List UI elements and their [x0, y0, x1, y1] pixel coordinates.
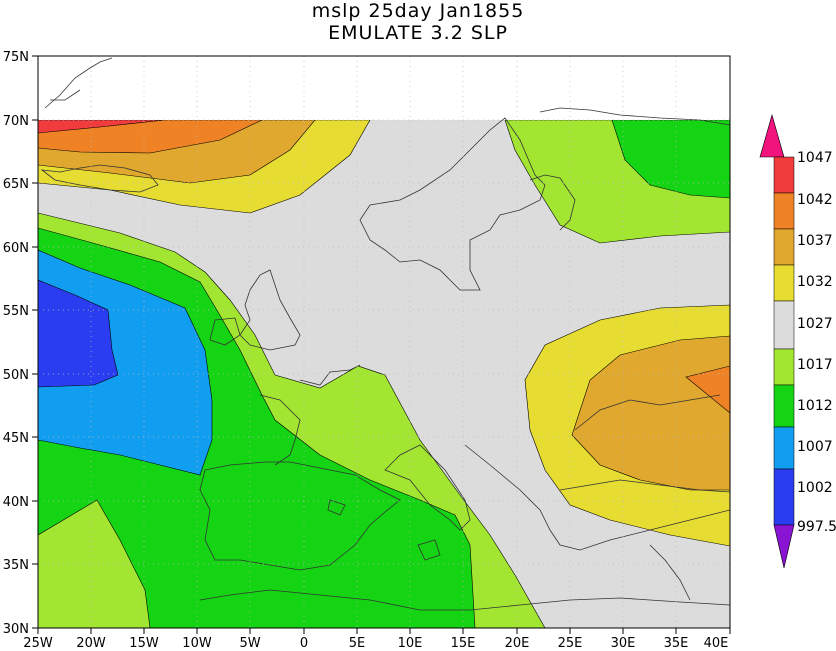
- colorbar-swatch: [773, 264, 795, 302]
- coastlines: [40, 57, 730, 611]
- colorbar-swatch: [773, 426, 795, 470]
- lat-axis: 75N 70N 65N 60N 55N 50N 45N 40N 35N 30N: [3, 50, 38, 637]
- lat-label: 35N: [3, 558, 29, 573]
- lon-label: 20W: [76, 636, 106, 651]
- colorbar-label: 1002: [797, 480, 833, 496]
- lon-label: 5W: [239, 636, 260, 651]
- lon-label: 10W: [182, 636, 212, 651]
- colorbar-label: 1017: [797, 357, 833, 373]
- lat-label: 75N: [3, 50, 29, 65]
- lon-label: 30E: [611, 636, 636, 651]
- colorbar-top-arrow: [759, 113, 785, 158]
- lon-label: 20E: [505, 636, 530, 651]
- lon-label: 10E: [398, 636, 423, 651]
- colorbar-swatch: [773, 300, 795, 350]
- colorbar-label: 1037: [797, 233, 833, 249]
- lon-label: 15E: [451, 636, 476, 651]
- lat-label: 30N: [3, 622, 29, 637]
- lat-label: 50N: [3, 368, 29, 383]
- lat-label: 40N: [3, 495, 29, 510]
- colorbar-label: 1012: [797, 398, 833, 414]
- lat-label: 55N: [3, 304, 29, 319]
- colorbar-swatch: [773, 228, 795, 266]
- lat-label: 60N: [3, 241, 29, 256]
- lat-label: 65N: [3, 177, 29, 192]
- fill-997-1002: [38, 279, 119, 388]
- fill-1007-1012-northeast: [611, 119, 730, 199]
- contour-fills: [38, 56, 730, 628]
- colorbar-label: 1032: [797, 274, 833, 290]
- lat-label: 70N: [3, 114, 29, 129]
- colorbar: 1047 1042 1037 1032 1027 1017 1012 1007 …: [759, 113, 836, 569]
- lon-label: 25W: [23, 636, 53, 651]
- map-title: mslp 25day Jan1855: [311, 0, 525, 22]
- grid-lines: [38, 56, 730, 628]
- colorbar-swatch: [773, 384, 795, 428]
- fill-1037-1042-southeast: [685, 365, 730, 414]
- map-subtitle: EMULATE 3.2 SLP: [328, 22, 508, 44]
- no-data-region: [38, 56, 730, 120]
- lon-label: 25E: [558, 636, 583, 651]
- lon-axis: 25W 20W 15W 10W 5W 0 5E 10E 15E 20E 25E …: [23, 628, 731, 651]
- lon-label: 40E: [704, 636, 729, 651]
- colorbar-label: 1007: [797, 439, 833, 455]
- colorbar-label: 997.5: [797, 519, 836, 535]
- colorbar-label: 1047: [797, 150, 833, 166]
- lat-label: 45N: [3, 431, 29, 446]
- colorbar-label: 1027: [797, 316, 833, 332]
- colorbar-swatch: [773, 468, 795, 526]
- colorbar-bottom-arrow: [773, 524, 795, 569]
- colorbar-label: 1042: [797, 192, 833, 208]
- lon-label: 15W: [129, 636, 159, 651]
- colorbar-swatch: [773, 192, 795, 230]
- colorbar-swatch: [773, 348, 795, 386]
- lon-label: 35E: [664, 636, 689, 651]
- lon-label: 0: [300, 636, 308, 651]
- fill-1032-1037-southeast: [571, 335, 730, 491]
- plot-frame: [37, 55, 731, 629]
- lon-label: 5E: [349, 636, 366, 651]
- colorbar-swatch: [773, 156, 795, 194]
